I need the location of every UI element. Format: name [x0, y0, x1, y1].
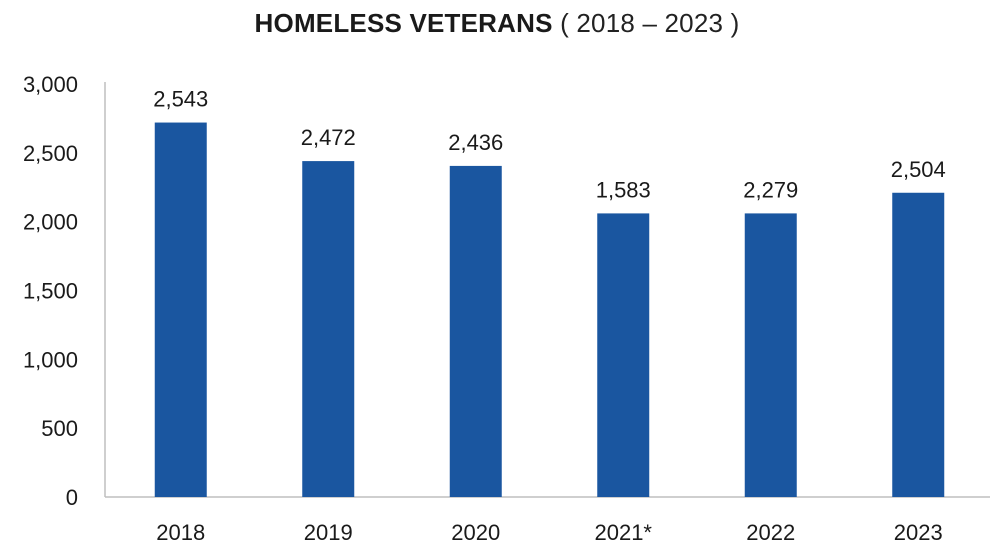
x-tick-label: 2023: [894, 520, 943, 545]
y-axis-ticks: 0 500 1,000 1,500 2,000 2,500 3,000: [23, 72, 78, 510]
y-tick-label: 3,000: [23, 72, 78, 97]
data-label: 1,583: [596, 177, 651, 202]
bar-2021: [597, 213, 650, 497]
x-tick-label: 2018: [156, 520, 205, 545]
x-tick-label: 2021*: [594, 520, 652, 545]
chart-title-main: HOMELESS VETERANS: [254, 8, 553, 38]
chart-subtitle: ( 2018 – 2023 ): [560, 8, 740, 38]
bar-2020: [449, 165, 502, 497]
bar-2023: [892, 192, 945, 498]
chart-title: HOMELESS VETERANS ( 2018 – 2023 ): [0, 6, 994, 40]
data-label: 2,436: [448, 130, 503, 155]
y-tick-label: 1,000: [23, 347, 78, 372]
data-labels-group: 2,543 2,472 2,436 1,583 2,279 2,504: [153, 87, 946, 203]
bar-2022: [744, 213, 797, 497]
y-tick-label: 1,500: [23, 279, 78, 304]
y-tick-label: 2,000: [23, 210, 78, 235]
y-tick-label: 500: [41, 416, 78, 441]
x-tick-label: 2022: [746, 520, 795, 545]
x-tick-label: 2020: [451, 520, 500, 545]
bar-2019: [302, 161, 355, 498]
data-label: 2,472: [301, 125, 356, 150]
bar-2018: [154, 122, 207, 498]
x-tick-label: 2019: [304, 520, 353, 545]
data-label: 2,543: [153, 87, 208, 112]
y-tick-label: 2,500: [23, 141, 78, 166]
data-label: 2,279: [743, 177, 798, 202]
x-axis-ticks: 2018 2019 2020 2021* 2022 2023: [156, 520, 942, 545]
y-tick-label: 0: [66, 485, 78, 510]
bars-group: [154, 122, 945, 498]
data-label: 2,504: [891, 157, 946, 182]
